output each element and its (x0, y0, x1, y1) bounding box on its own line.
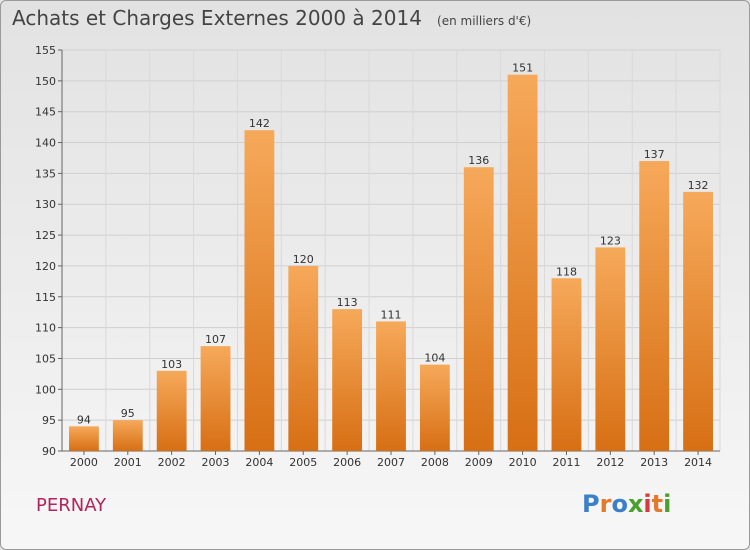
x-tick-label: 2008 (421, 456, 449, 469)
logo-letter: i (643, 490, 652, 518)
data-label: 104 (424, 352, 445, 365)
data-label: 94 (77, 413, 91, 426)
x-tick-label: 2013 (640, 456, 668, 469)
x-tick-label: 2010 (509, 456, 537, 469)
data-label: 151 (512, 62, 533, 75)
bar-2004 (244, 130, 275, 451)
logo-letter: r (599, 490, 612, 518)
bar-2007 (376, 321, 406, 451)
proxiti-logo: Proxiti (582, 490, 671, 518)
y-tick-label: 105 (35, 352, 56, 365)
bar-2005 (288, 265, 319, 451)
bar-2009 (463, 167, 494, 451)
x-tick-label: 2002 (158, 456, 186, 469)
bar-2002 (156, 370, 187, 451)
bar-2000 (69, 426, 99, 451)
data-label: 111 (381, 308, 402, 321)
data-label: 95 (121, 407, 135, 420)
y-tick-label: 110 (35, 322, 56, 335)
bar-2010 (507, 74, 538, 451)
data-label: 120 (293, 253, 314, 266)
x-tick-label: 2014 (684, 456, 712, 469)
data-label: 136 (468, 154, 489, 167)
y-tick-label: 130 (35, 198, 56, 211)
data-label: 132 (688, 179, 709, 192)
y-tick-label: 95 (42, 414, 56, 427)
bar-2008 (419, 364, 450, 451)
y-tick-label: 125 (35, 229, 56, 242)
x-tick-label: 2012 (596, 456, 624, 469)
bar-2011 (551, 278, 582, 451)
x-tick-label: 2006 (333, 456, 361, 469)
data-label: 113 (337, 296, 358, 309)
x-tick-label: 2004 (245, 456, 273, 469)
y-tick-label: 140 (35, 137, 56, 150)
bar-2003 (200, 346, 231, 451)
title-row: Achats et Charges Externes 2000 à 2014 (… (12, 6, 531, 30)
bar-2001 (112, 420, 143, 451)
x-tick-label: 2009 (465, 456, 493, 469)
x-tick-label: 2000 (70, 456, 98, 469)
logo-letter: o (611, 490, 628, 518)
y-tick-label: 100 (35, 383, 56, 396)
x-tick-label: 2011 (552, 456, 580, 469)
data-label: 123 (600, 234, 621, 247)
y-tick-label: 155 (35, 44, 56, 57)
labels: 94 95 103 107 142 120 113 111 104 136 151 118 123 137… (77, 62, 709, 427)
logo-letter: i (663, 490, 672, 518)
bar-2014 (683, 191, 713, 451)
data-label: 137 (644, 148, 665, 161)
y-tick-label: 150 (35, 75, 56, 88)
chart-title: Achats et Charges Externes 2000 à 2014 (12, 6, 422, 30)
x-tick-label: 2007 (377, 456, 405, 469)
data-label: 103 (161, 358, 182, 371)
bar-2012 (595, 247, 626, 451)
x-tick-label: 2001 (114, 456, 142, 469)
y-tick-label: 90 (42, 445, 56, 458)
logo-letter: P (582, 490, 600, 518)
x-tick-label: 2003 (202, 456, 230, 469)
bars (69, 74, 713, 452)
y-tick-label: 115 (35, 291, 56, 304)
logo-letter: t (651, 490, 664, 518)
x-tick-label: 2005 (289, 456, 317, 469)
chart-subtitle: (en milliers d'€) (437, 14, 532, 28)
logo-letter: x (627, 490, 644, 518)
y-tick-label: 120 (35, 260, 56, 273)
bar-2013 (639, 161, 670, 452)
y-tick-label: 145 (35, 106, 56, 119)
data-label: 142 (249, 117, 270, 130)
bar-2006 (332, 309, 363, 451)
data-label: 107 (205, 333, 226, 346)
commune-name: PERNAY (36, 495, 107, 516)
data-label: 118 (556, 265, 577, 278)
y-tick-label: 135 (35, 167, 56, 180)
